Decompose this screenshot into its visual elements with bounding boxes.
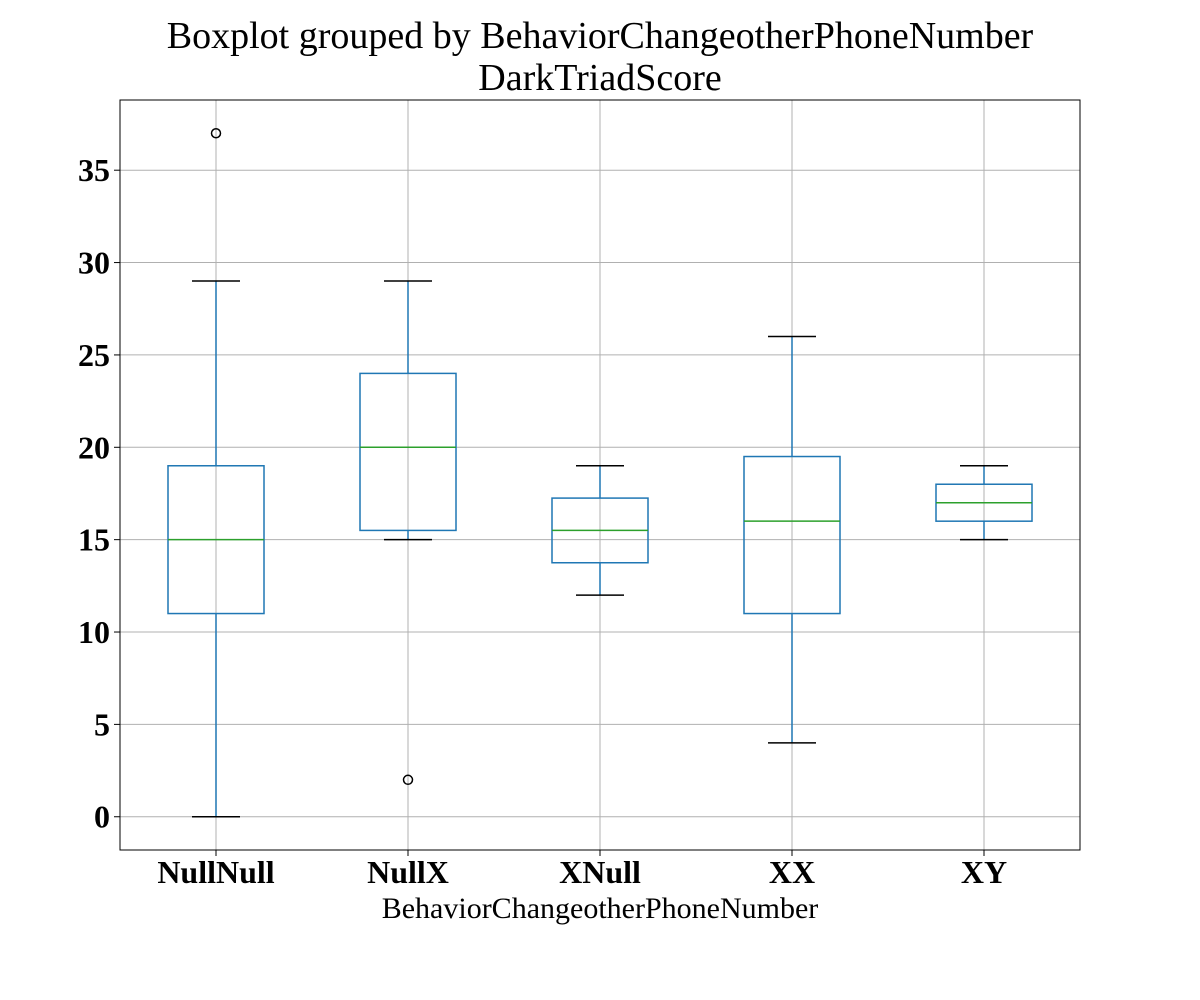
y-axis: 0 5 10 15 20 25 30 35: [78, 152, 120, 835]
x-axis-label: BehaviorChangeotherPhoneNumber: [382, 892, 819, 925]
box-group: [167, 128, 265, 818]
box-group: [551, 465, 649, 596]
x-tick-label: NullX: [367, 854, 449, 890]
y-tick-label: 25: [78, 337, 110, 373]
box-group: [359, 280, 457, 786]
x-tick-label: XX: [769, 854, 815, 890]
iqr-box: [743, 455, 841, 615]
y-tick-label: 30: [78, 245, 110, 281]
outlier-point: [402, 774, 414, 786]
chart-subtitle: DarkTriadScore: [478, 57, 721, 99]
x-axis: NullNull NullX XNull XX XY: [157, 850, 1007, 890]
box-group: [935, 465, 1033, 541]
x-tick-label: NullNull: [157, 854, 274, 890]
y-tick-label: 15: [78, 522, 110, 558]
y-tick-label: 35: [78, 152, 110, 188]
boxes-layer: [167, 128, 1033, 818]
iqr-box: [359, 372, 457, 532]
outlier-point: [210, 128, 222, 139]
chart-title: Boxplot grouped by BehaviorChangeotherPh…: [167, 15, 1034, 57]
x-tick-label: XNull: [559, 854, 641, 890]
y-tick-label: 5: [94, 706, 110, 742]
y-tick-label: 10: [78, 614, 110, 650]
box-group: [743, 335, 841, 744]
y-tick-label: 20: [78, 429, 110, 465]
x-tick-label: XY: [961, 854, 1007, 890]
y-tick-label: 0: [94, 799, 110, 835]
